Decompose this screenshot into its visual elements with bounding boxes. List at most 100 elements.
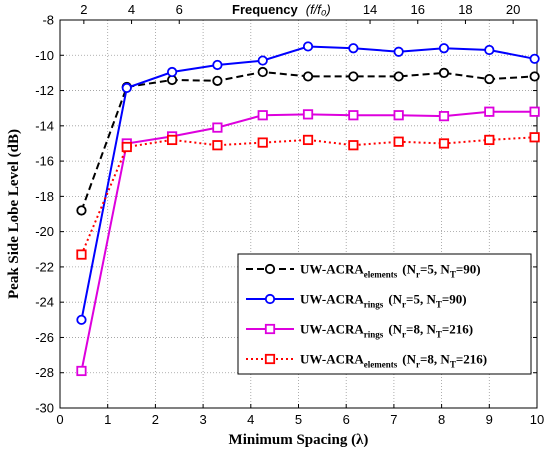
legend-label-param2-val: =216) [442,322,473,337]
y-tick-label: -28 [35,365,54,380]
series-4-point [348,140,359,151]
legend-box [237,253,532,375]
series-3-point [302,109,314,120]
legend-label-params: (N [388,292,402,307]
series-4-point [212,140,223,151]
series-3-point [484,106,495,117]
legend-label-param1-sub: r [402,330,406,340]
series-2 [76,41,540,325]
legend-label: UW-ACRAelements (Nr=8, NT=216) [300,352,487,370]
x-tick-label: 3 [199,412,206,427]
titles: Minimum Spacing (λ) Peak Side Lobe Level … [6,2,368,448]
legend-label-param2-sub: T [450,270,456,280]
y-tick-label: -10 [35,48,54,63]
y-tick-label: -24 [35,295,54,310]
y-tick-label: -18 [35,189,54,204]
series-4 [76,132,540,260]
legend-label-sub: rings [364,300,384,310]
x-tick-label: 1 [104,412,111,427]
y-tick-label: -20 [35,224,54,239]
series-4-point [393,136,404,147]
legend-label-base: UW-ACRA [300,292,364,307]
y-axis-title: Peak Side Lobe Level (dB) [6,129,22,299]
legend-label: UW-ACRArings (Nr=5, NT=90) [300,292,467,310]
legend-label-base: UW-ACRA [300,352,364,367]
legend-label-params: (N [388,322,402,337]
series-2-point [212,59,223,71]
legend-item-1: UW-ACRAelements (Nr=5, NT=90) [246,262,481,280]
legend-label: UW-ACRArings (Nr=8, NT=216) [300,322,473,340]
x-tick-label: 4 [247,412,254,427]
legend: UW-ACRAelements (Nr=5, NT=90)UW-ACRArings… [237,253,532,375]
series-1-point [438,67,450,79]
series-3-point [348,110,359,121]
series-2-point [76,314,87,325]
series-2-point [166,66,178,78]
legend-label-param1-val: =5, N [406,292,436,307]
top-tick-label: 6 [176,2,183,17]
series-2-point [302,41,314,52]
series-3-point [76,365,87,377]
series-2-point [121,82,132,94]
series-4-point [76,249,87,260]
y-tick-label: -26 [35,330,54,345]
legend-label-params: (N [402,352,416,367]
top-tick-label: 14 [363,2,377,17]
legend-label-param2-val: =216) [456,352,487,367]
top-axis-title-unit: (f/f₀) [306,2,331,17]
legend-item-4: UW-ACRAelements (Nr=8, NT=216) [246,352,487,370]
legend-label-param1-sub: r [416,360,420,370]
legend-label-sub: elements [364,270,398,280]
series-1-point [257,66,268,78]
legend-label-param2-sub: T [436,330,442,340]
top-axis-title: Frequency (f/f₀) [232,2,331,17]
legend-label-param2-sub: T [450,360,456,370]
legend-label-param1-sub: r [416,270,420,280]
top-tick-label: 4 [128,2,135,17]
legend-label-param2-sub: T [436,300,442,310]
series-3-point [257,110,268,121]
legend-marker [264,263,276,275]
x-tick-label: 6 [343,412,350,427]
top-tick-label: 2 [80,2,87,17]
legend-item-3: UW-ACRArings (Nr=8, NT=216) [246,322,473,340]
legend-label-sub: rings [364,330,384,340]
top-axis-title-main: Frequency [232,2,299,17]
x-tick-label: 5 [295,412,302,427]
series-2-point [529,53,540,64]
legend-label-param1-val: =5, N [420,262,450,277]
series-2-point [393,46,404,57]
legend-marker [264,353,276,365]
legend-label-param1-sub: r [402,300,406,310]
series-2-point [257,55,268,66]
top-tick-label: 16 [411,2,425,17]
top-tick-label: 18 [458,2,472,17]
series-4-point [257,137,268,148]
series-1-point [529,71,540,82]
series-2-point [348,43,359,54]
y-tick-label: -16 [35,154,54,169]
series-4-point [529,132,540,143]
series-1-point [393,71,404,82]
legend-label-param2-val: =90) [456,262,481,277]
y-tick-label: -8 [42,13,54,28]
series-1-point [76,205,87,216]
series-4-point [302,134,314,146]
legend-label-param2-val: =90) [442,292,467,307]
ticks: 0 1 2 3 4 5 6 7 8 9 10 -30 -28 -26 -24 -22 -20 -18 -16 -14 -… [35,2,544,427]
series-4-point [121,141,132,153]
legend-label-base: UW-ACRA [300,322,364,337]
x-tick-label: 8 [438,412,445,427]
series-4-line [80,136,535,255]
x-axis-title: Minimum Spacing (λ) [229,432,369,448]
y-tick-label: -14 [35,118,54,133]
series-3-point [212,122,223,133]
series-3-point [529,106,540,117]
y-tick-label: -22 [35,259,54,274]
series-2-point [484,44,495,56]
top-tick-label: 20 [506,2,520,17]
legend-label-params: (N [402,262,416,277]
legend-label-sub: elements [364,360,398,370]
